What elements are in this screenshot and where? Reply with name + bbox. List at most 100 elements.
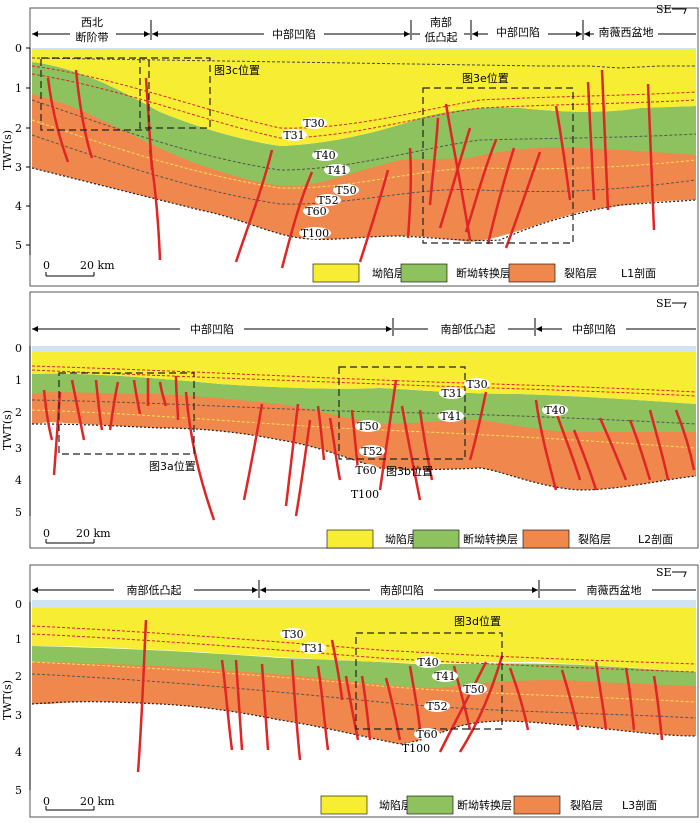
horizon-t100-l3 <box>31 701 697 745</box>
region-l2-south-low: 南部低凸起 <box>441 322 496 336</box>
scale-legend-l1: 0 20 km 坳陷层 断坳转换层 裂陷层 L1剖面 <box>43 259 656 283</box>
region-l2-central-2: 中部凹陷 <box>572 322 616 336</box>
svg-text:断坳转换层: 断坳转换层 <box>463 532 518 546</box>
label-t50: T50 <box>335 184 356 197</box>
depression-layer-l3 <box>32 608 696 672</box>
horizon-t30-l2 <box>31 365 697 393</box>
svg-text:T30: T30 <box>466 378 487 391</box>
svg-text:T30: T30 <box>282 628 303 641</box>
svg-text:0: 0 <box>43 795 50 808</box>
panel-l3: 图3d位置 T30 T31 T40 T41 T50 T52 T60 T100 南… <box>1 564 699 818</box>
yaxis-l1: 0 1 2 3 4 5 TWT(s) <box>1 42 31 255</box>
transition-layer-l3 <box>32 646 696 688</box>
svg-text:5: 5 <box>15 239 22 252</box>
svg-text:0: 0 <box>15 342 22 355</box>
svg-text:2: 2 <box>15 406 22 419</box>
transition-layer <box>32 62 696 187</box>
svg-text:4: 4 <box>15 746 22 759</box>
svg-text:2: 2 <box>15 122 22 135</box>
faults-l1 <box>46 69 656 269</box>
svg-text:1: 1 <box>15 633 22 646</box>
region-nw-line2: 断阶带 <box>76 30 109 44</box>
svg-text:坳陷层: 坳陷层 <box>385 532 418 546</box>
box-label-fig3b: 图3b位置 <box>386 464 433 478</box>
box-fig3a <box>58 372 195 455</box>
svg-text:T52: T52 <box>426 700 447 713</box>
svg-text:裂陷层: 裂陷层 <box>570 798 603 812</box>
scale-legend-l3: 0 20 km 坳陷层 断坳转换层 裂陷层 L3剖面 <box>43 795 657 815</box>
yaxis-title-l2: TWT(s) <box>1 410 14 450</box>
svg-text:裂陷层: 裂陷层 <box>578 532 611 546</box>
profile-label-l3: L3剖面 <box>622 798 657 812</box>
sea-area-l3 <box>32 600 696 608</box>
horizon-labels-l2: T30 T31 T40 T41 T50 T52 T60 T100 <box>349 378 568 501</box>
horizon-t100-l2 <box>31 423 697 491</box>
faults-l2 <box>42 375 696 521</box>
depression-layer-l2 <box>32 352 696 404</box>
svg-text:坳陷层: 坳陷层 <box>379 798 412 812</box>
yaxis-l2: 0 1 2 3 4 5 TWT(s) <box>1 342 31 519</box>
legend-depression: 坳陷层 <box>372 266 405 280</box>
svg-text:3: 3 <box>15 161 22 174</box>
svg-text:3: 3 <box>15 442 22 455</box>
horizon-t30 <box>31 65 697 129</box>
region-nanwei-west: 南薇西盆地 <box>599 25 654 39</box>
svg-text:T100: T100 <box>351 488 379 501</box>
box-label-fig3c: 图3c位置 <box>214 63 260 77</box>
svg-text:0: 0 <box>43 259 50 272</box>
region-l3-south-low: 南部低凸起 <box>127 583 182 597</box>
region-header-l3: 南部低凸起 南部凹陷 南薇西盆地 SE <box>32 566 696 598</box>
depression-layer <box>32 50 696 146</box>
horizon-t31-l3 <box>31 633 697 673</box>
svg-text:T40: T40 <box>544 404 565 417</box>
region-central-1: 中部凹陷 <box>272 27 316 41</box>
svg-text:T60: T60 <box>355 464 376 477</box>
svg-text:0: 0 <box>15 42 22 55</box>
svg-text:T52: T52 <box>361 445 382 458</box>
svg-text:4: 4 <box>15 474 22 487</box>
svg-text:5: 5 <box>15 784 22 797</box>
region-header-l2: 中部凹陷 南部低凸起 中部凹陷 SE <box>32 297 696 336</box>
panel-l1: 图3c位置 图3e位置 T30 T31 T40 T41 T50 T52 T60 … <box>1 3 699 287</box>
horizon-t31 <box>31 73 697 139</box>
box-label-fig3a: 图3a位置 <box>149 459 196 473</box>
svg-text:T50: T50 <box>357 420 378 433</box>
region-l2-central-1: 中部凹陷 <box>190 322 234 336</box>
region-nw-line1: 西北 <box>81 16 103 29</box>
svg-text:T100: T100 <box>402 742 430 755</box>
svg-text:1: 1 <box>15 374 22 387</box>
legend-transition: 断坳转换层 <box>456 266 511 280</box>
horizon-t50-l2 <box>31 409 697 449</box>
label-t30: T30 <box>303 117 324 130</box>
label-t31: T31 <box>283 129 304 142</box>
box-fig3e <box>422 87 574 244</box>
svg-text:T40: T40 <box>417 656 438 669</box>
svg-text:T31: T31 <box>441 387 462 400</box>
transition-layer-l2 <box>32 373 696 432</box>
label-t100: T100 <box>301 227 329 240</box>
label-t40: T40 <box>314 149 335 162</box>
svg-text:2: 2 <box>15 670 22 683</box>
horizon-t60-l3 <box>31 673 697 719</box>
profile-label-l1: L1剖面 <box>621 266 656 280</box>
horizon-t30-l3 <box>31 625 697 665</box>
region-l3-south-depr: 南部凹陷 <box>380 583 424 597</box>
svg-text:20 km: 20 km <box>76 527 111 540</box>
svg-text:1: 1 <box>15 82 22 95</box>
box-fig3c-ext <box>139 57 211 129</box>
faults-l3 <box>136 619 664 773</box>
box-label-fig3d: 图3d位置 <box>454 614 501 628</box>
svg-text:0: 0 <box>43 527 50 540</box>
legend-rift: 裂陷层 <box>564 266 597 280</box>
label-t60: T60 <box>305 205 326 218</box>
legend-swatch-rift <box>508 263 556 283</box>
label-t52: T52 <box>317 194 338 207</box>
legend-swatch-transition <box>400 263 448 283</box>
horizon-t50-l3 <box>31 661 697 703</box>
horizon-labels-l3: T30 T31 T40 T41 T50 T52 T60 T100 <box>280 628 487 755</box>
direction-se-l3: SE <box>656 566 672 579</box>
panel-l2: 图3a位置 图3b位置 T30 T31 T40 T41 T50 T52 T60 … <box>1 291 699 549</box>
svg-text:断坳转换层: 断坳转换层 <box>457 798 512 812</box>
svg-text:T41: T41 <box>440 410 461 423</box>
